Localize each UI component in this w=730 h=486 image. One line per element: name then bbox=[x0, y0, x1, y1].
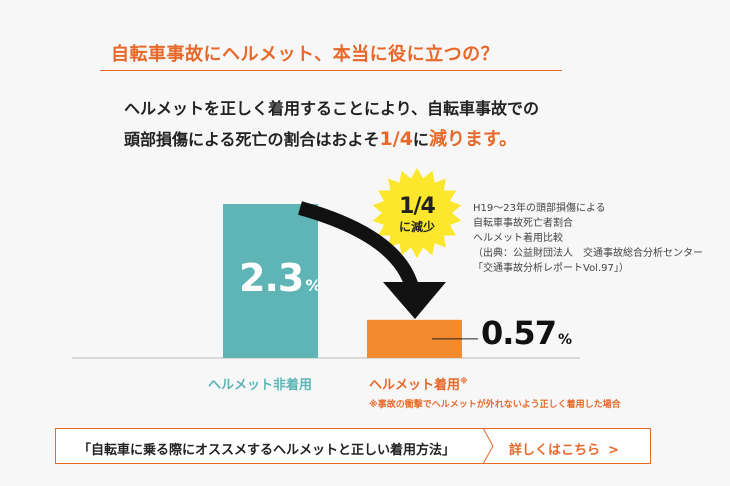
decrease-arrow-shaft bbox=[298, 201, 419, 290]
lead-line-2: 頭部損傷による死亡の割合はおよそ1/4に減ります。 bbox=[124, 124, 594, 155]
category-label-no-helmet: ヘルメット非着用 bbox=[208, 378, 313, 393]
source-line: 「交通事故分析レポートVol.97」） bbox=[473, 263, 629, 274]
source-note: H19～23年の頭部損傷による 自転車事故死亡者割合 ヘルメット着用比較 （出典… bbox=[473, 201, 703, 276]
source-line: H19～23年の頭部損傷による bbox=[473, 203, 606, 214]
details-link[interactable]: 詳しくはこちら > bbox=[509, 439, 619, 458]
bar-value-unit: % bbox=[557, 331, 572, 348]
footnote: ※事故の衝撃でヘルメットが外れないよう正しく着用した場合 bbox=[369, 400, 621, 410]
badge-label: 1/4 に減少 bbox=[387, 195, 447, 235]
details-link-label[interactable]: 詳しくはこちら bbox=[509, 443, 601, 458]
lead-emphasis: 減ります。 bbox=[428, 129, 518, 150]
bar-value-no-helmet: 2.3% bbox=[239, 256, 321, 300]
category-label-helmet: ヘルメット着用※ bbox=[369, 376, 468, 393]
starburst-badge bbox=[372, 168, 462, 258]
lead-text: ヘルメットを正しく着用することにより、自転車事故での 頭部損傷による死亡の割合は… bbox=[124, 94, 594, 155]
decrease-arrow-head bbox=[383, 282, 446, 319]
cta-text: 「自転車に乗る際にオススメするヘルメットと正しい着用方法」 bbox=[78, 443, 456, 458]
source-line: 自転車事故死亡者割合 bbox=[473, 218, 573, 229]
bar-no-helmet bbox=[223, 204, 318, 358]
page-headline: 自転車事故にヘルメット、本当に役に立つの？ bbox=[111, 44, 500, 65]
headline-divider bbox=[100, 70, 562, 71]
bar-value-helmet: 0.57% bbox=[481, 314, 572, 352]
lead-line-2-mid: に bbox=[412, 130, 429, 149]
badge-value: 1/4 bbox=[399, 194, 436, 219]
lead-line-2-prefix: 頭部損傷による死亡の割合はおよそ bbox=[124, 130, 380, 149]
bar-value-unit: % bbox=[305, 276, 322, 295]
source-line: ヘルメット着用比較 bbox=[473, 233, 563, 244]
footnote-mark: ※ bbox=[460, 376, 468, 386]
lead-line-1: ヘルメットを正しく着用することにより、自転車事故での bbox=[124, 99, 540, 118]
cta-divider bbox=[482, 428, 494, 464]
source-line: （出典：公益財団法人 交通事故総合分析センター bbox=[473, 248, 703, 259]
chevron-right-icon[interactable]: > bbox=[608, 443, 619, 458]
bar-value-number: 0.57 bbox=[481, 313, 557, 352]
bar-value-number: 2.3 bbox=[239, 256, 304, 300]
cta-banner bbox=[55, 428, 651, 464]
lead-fraction: 1/4 bbox=[379, 128, 413, 150]
badge-caption: に減少 bbox=[398, 220, 435, 234]
